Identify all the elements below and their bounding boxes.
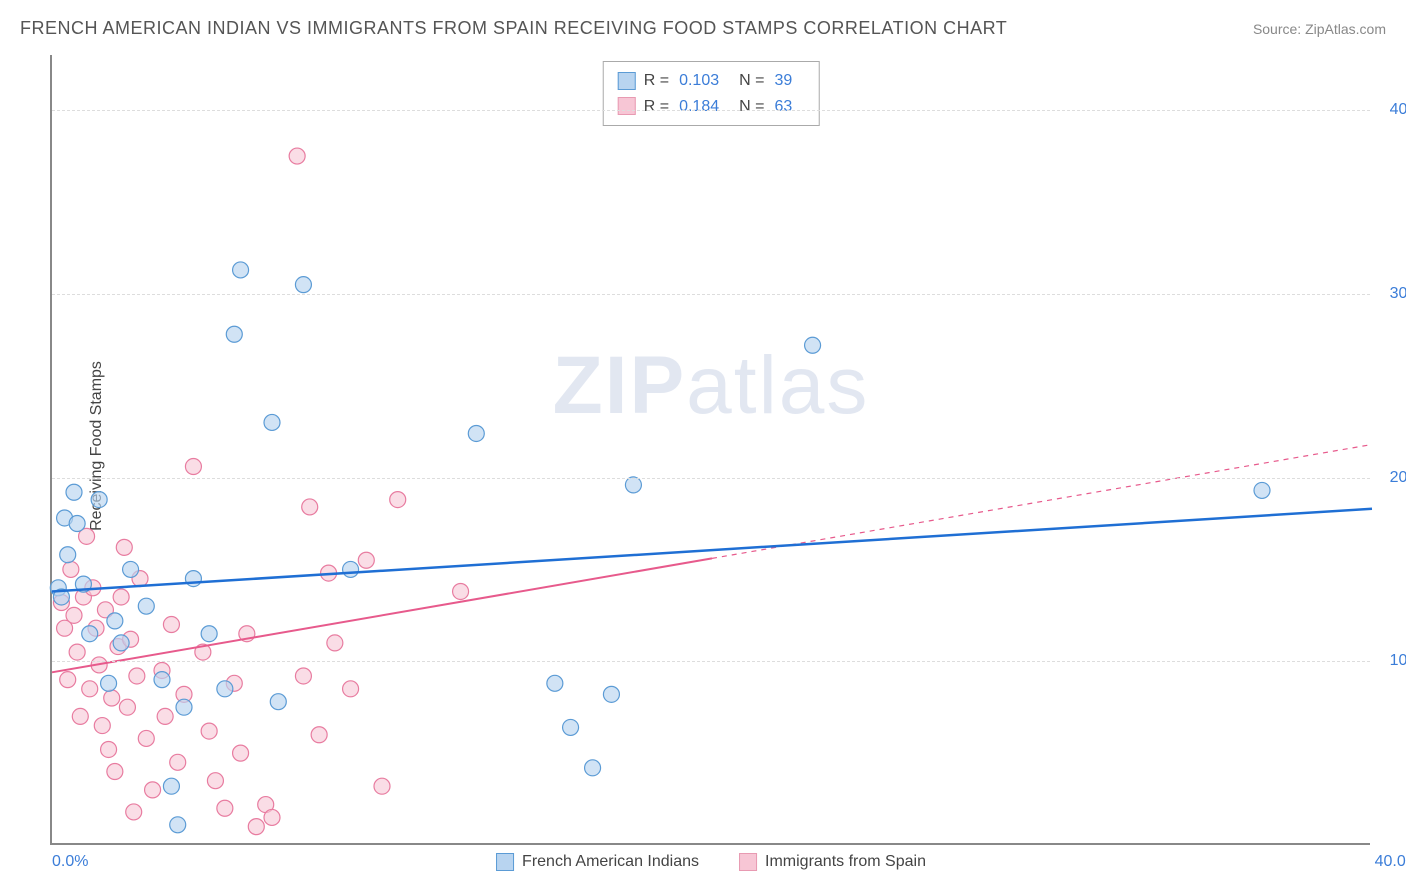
y-tick-label: 30.0% — [1390, 285, 1406, 303]
pink-point — [248, 819, 264, 835]
pink-point — [101, 741, 117, 757]
blue-point — [66, 484, 82, 500]
pink-point — [217, 800, 233, 816]
pink-point — [119, 699, 135, 715]
blue-point — [270, 694, 286, 710]
pink-point — [116, 539, 132, 555]
blue-point — [585, 760, 601, 776]
pink-point — [145, 782, 161, 798]
pink-point — [157, 708, 173, 724]
blue-point — [154, 672, 170, 688]
pink-point — [207, 773, 223, 789]
blue-point — [217, 681, 233, 697]
gridline — [52, 110, 1370, 111]
blue-point — [123, 561, 139, 577]
pink-point — [138, 730, 154, 746]
legend-correlation-box: R =0.103N =39R =0.184N =63 — [603, 61, 820, 126]
pink-point — [72, 708, 88, 724]
pink-point — [94, 718, 110, 734]
chart-svg — [52, 55, 1370, 843]
gridline — [52, 661, 1370, 662]
pink-point — [107, 764, 123, 780]
legend-swatch — [496, 853, 514, 871]
pink-point — [66, 607, 82, 623]
pink-point — [311, 727, 327, 743]
blue-point — [138, 598, 154, 614]
blue-point — [201, 626, 217, 642]
pink-point — [302, 499, 318, 515]
blue-point — [1254, 482, 1270, 498]
pink-trendline-extrapolated — [712, 444, 1372, 558]
x-tick-min: 0.0% — [52, 853, 88, 871]
blue-point — [170, 817, 186, 833]
blue-point — [625, 477, 641, 493]
pink-point — [113, 589, 129, 605]
y-tick-label: 20.0% — [1390, 469, 1406, 487]
legend-swatch — [618, 72, 636, 90]
pink-point — [390, 492, 406, 508]
blue-point — [343, 561, 359, 577]
chart-title: FRENCH AMERICAN INDIAN VS IMMIGRANTS FRO… — [20, 18, 1007, 39]
pink-point — [170, 754, 186, 770]
blue-point — [176, 699, 192, 715]
legend-series-label: French American Indians — [522, 853, 699, 871]
blue-point — [233, 262, 249, 278]
blue-point — [468, 425, 484, 441]
pink-point — [163, 617, 179, 633]
pink-point — [185, 459, 201, 475]
pink-point — [63, 561, 79, 577]
blue-point — [295, 277, 311, 293]
blue-point — [563, 719, 579, 735]
pink-point — [343, 681, 359, 697]
pink-point — [295, 668, 311, 684]
blue-point — [264, 414, 280, 430]
legend-swatch — [618, 97, 636, 115]
gridline — [52, 478, 1370, 479]
y-tick-label: 10.0% — [1390, 652, 1406, 670]
pink-point — [129, 668, 145, 684]
pink-point — [201, 723, 217, 739]
blue-point — [101, 675, 117, 691]
legend-swatch — [739, 853, 757, 871]
source-attribution: Source: ZipAtlas.com — [1253, 21, 1386, 37]
blue-point — [113, 635, 129, 651]
pink-point — [126, 804, 142, 820]
x-tick-max: 40.0% — [1375, 853, 1406, 871]
pink-point — [60, 672, 76, 688]
blue-point — [82, 626, 98, 642]
pink-point — [374, 778, 390, 794]
blue-point — [805, 337, 821, 353]
blue-point — [60, 547, 76, 563]
legend-series: French American Indians Immigrants from S… — [496, 853, 926, 871]
blue-point — [226, 326, 242, 342]
blue-point — [163, 778, 179, 794]
pink-point — [264, 809, 280, 825]
legend-correlation-row: R =0.103N =39 — [618, 68, 805, 94]
blue-point — [547, 675, 563, 691]
pink-point — [327, 635, 343, 651]
gridline — [52, 294, 1370, 295]
pink-point — [69, 644, 85, 660]
pink-point — [358, 552, 374, 568]
pink-point — [233, 745, 249, 761]
legend-series-item: French American Indians — [496, 853, 699, 871]
blue-point — [69, 515, 85, 531]
pink-point — [453, 583, 469, 599]
pink-point — [82, 681, 98, 697]
legend-series-label: Immigrants from Spain — [765, 853, 926, 871]
pink-point — [289, 148, 305, 164]
blue-point — [603, 686, 619, 702]
y-tick-label: 40.0% — [1390, 101, 1406, 119]
blue-trendline — [52, 509, 1372, 592]
pink-trendline — [52, 558, 712, 672]
pink-point — [104, 690, 120, 706]
blue-point — [107, 613, 123, 629]
legend-series-item: Immigrants from Spain — [739, 853, 926, 871]
legend-correlation-row: R =0.184N =63 — [618, 94, 805, 120]
blue-point — [91, 492, 107, 508]
plot-area: ZIPatlas R =0.103N =39R =0.184N =63 Fren… — [50, 55, 1370, 845]
